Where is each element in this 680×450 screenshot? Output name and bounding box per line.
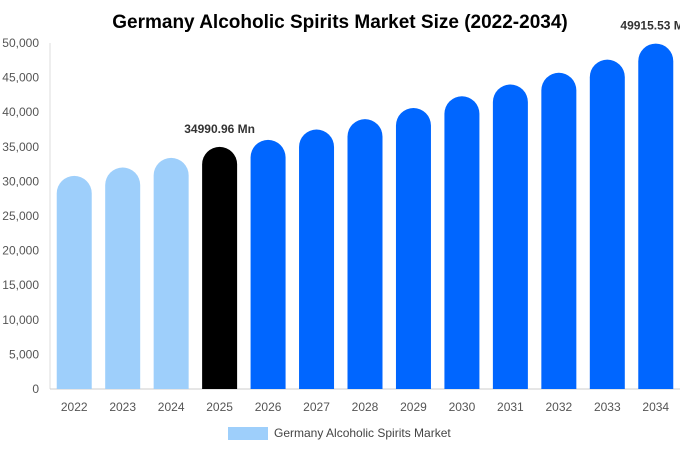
x-tick-label: 2024 xyxy=(158,400,185,414)
x-axis-ticks: 2022 2023 2024 2025 2026 2027 2028 2029 2030 2031… xyxy=(61,400,670,414)
legend-label[interactable]: Germany Alcoholic Spirits Market xyxy=(274,426,451,440)
bar-2023[interactable] xyxy=(105,167,141,389)
bars xyxy=(56,43,674,390)
bar-2022[interactable] xyxy=(56,175,92,389)
bar-2025[interactable] xyxy=(202,146,238,389)
bar-2029[interactable] xyxy=(395,108,431,389)
y-tick-label: 20,000 xyxy=(2,244,39,258)
x-tick-label: 2026 xyxy=(255,400,282,414)
x-tick-label: 2029 xyxy=(400,400,427,414)
y-tick-label: 25,000 xyxy=(2,209,39,223)
x-tick-label: 2030 xyxy=(449,400,476,414)
y-tick-label: 40,000 xyxy=(2,105,39,119)
x-tick-label: 2028 xyxy=(352,400,379,414)
y-tick-label: 30,000 xyxy=(2,174,39,188)
legend[interactable]: Germany Alcoholic Spirits Market xyxy=(228,426,451,440)
y-axis-ticks: 0 5,000 10,000 15,000 20,000 25,000 30,000 35,0… xyxy=(2,36,39,396)
x-tick-label: 2031 xyxy=(497,400,524,414)
data-label: 34990.96 Mn xyxy=(184,122,255,136)
data-labels: 34990.96 Mn 49915.53 Mn xyxy=(184,19,680,136)
y-tick-label: 5,000 xyxy=(9,347,39,361)
y-tick-label: 15,000 xyxy=(2,278,39,292)
x-tick-label: 2025 xyxy=(206,400,233,414)
bar-2024[interactable] xyxy=(153,157,189,389)
bar-2028[interactable] xyxy=(347,119,383,390)
y-tick-label: 50,000 xyxy=(2,36,39,50)
x-tick-label: 2027 xyxy=(303,400,330,414)
data-label: 49915.53 Mn xyxy=(620,19,680,33)
y-tick-label: 35,000 xyxy=(2,140,39,154)
y-tick-label: 45,000 xyxy=(2,71,39,85)
bar-2027[interactable] xyxy=(299,129,335,390)
bar-2031[interactable] xyxy=(492,84,528,389)
bar-2034[interactable] xyxy=(638,43,674,389)
bar-2032[interactable] xyxy=(541,72,577,390)
legend-swatch[interactable] xyxy=(228,427,268,440)
x-tick-label: 2034 xyxy=(642,400,669,414)
chart-title: Germany Alcoholic Spirits Market Size (2… xyxy=(112,12,567,33)
x-tick-label: 2022 xyxy=(61,400,88,414)
x-tick-label: 2023 xyxy=(109,400,136,414)
y-tick-label: 0 xyxy=(32,382,39,396)
y-tick-label: 10,000 xyxy=(2,313,39,327)
bar-2030[interactable] xyxy=(444,96,480,389)
bar-2033[interactable] xyxy=(589,59,625,389)
x-tick-label: 2032 xyxy=(545,400,572,414)
bar-2026[interactable] xyxy=(250,139,286,389)
x-tick-label: 2033 xyxy=(594,400,621,414)
